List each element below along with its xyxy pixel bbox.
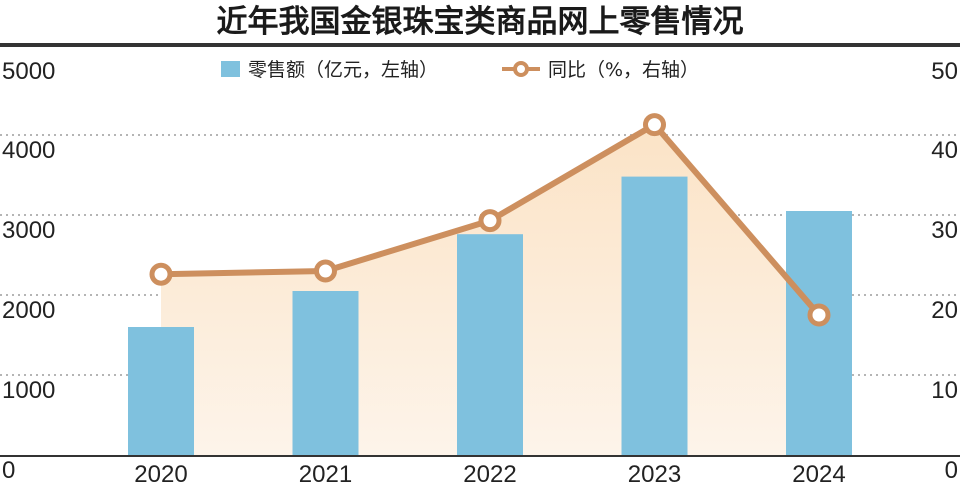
right-tick-label: 10 (931, 377, 958, 404)
legend-line-label: 同比（%，右轴） (548, 59, 699, 81)
x-axis: 2020 2021 2022 2023 2024 (0, 455, 960, 487)
left-tick-label: 5000 (2, 58, 55, 85)
bar-2023 (621, 176, 688, 455)
right-tick-label: 40 (931, 137, 958, 164)
yoy-point-2021 (314, 259, 337, 283)
left-tick-label: 2000 (2, 297, 55, 324)
bar-2024 (786, 211, 852, 455)
legend-bar-label: 零售额（亿元，左轴） (248, 59, 438, 81)
chart-title: 近年我国金银珠宝类商品网上零售情况 (217, 4, 744, 40)
left-tick-label: 3000 (2, 217, 55, 244)
legend-line-marker (513, 61, 529, 77)
yoy-point-2024 (807, 303, 831, 327)
x-tick-label-2022: 2022 (463, 461, 516, 487)
x-tick-label-2024: 2024 (792, 461, 845, 487)
yoy-point-2020 (149, 262, 173, 286)
bar-2022 (457, 234, 523, 455)
line-series (149, 113, 831, 327)
left-tick-label: 4000 (2, 137, 55, 164)
right-tick-label: 20 (931, 297, 958, 324)
x-tick-label-2020: 2020 (134, 461, 187, 487)
x-tick-label-2023: 2023 (628, 461, 681, 487)
legend-bar-swatch (221, 61, 240, 77)
left-axis: 0 1000 2000 3000 4000 5000 (2, 58, 55, 484)
bar-2021 (292, 291, 359, 455)
yoy-point-2022 (478, 209, 502, 233)
right-tick-label: 50 (931, 58, 958, 85)
title-rule (0, 43, 960, 47)
right-tick-label: 30 (931, 217, 958, 244)
right-tick-label: 0 (945, 457, 958, 484)
left-tick-label: 1000 (2, 377, 55, 404)
bar-series (128, 176, 852, 455)
legend: 零售额（亿元，左轴） 同比（%，右轴） (221, 59, 699, 81)
right-axis: 0 10 20 30 40 50 (931, 58, 958, 484)
yoy-point-2023 (643, 113, 666, 137)
x-tick-label-2021: 2021 (299, 461, 352, 487)
left-tick-label: 0 (2, 457, 15, 484)
bar-2020 (128, 327, 194, 455)
